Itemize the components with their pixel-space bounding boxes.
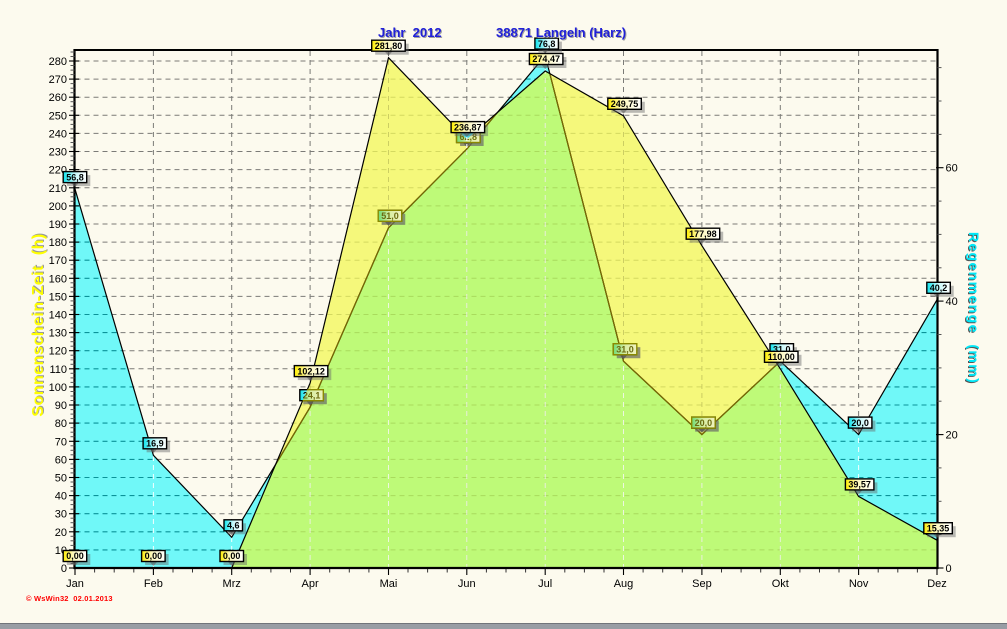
- svg-text:60: 60: [55, 454, 67, 466]
- svg-text:60: 60: [946, 163, 958, 175]
- svg-text:Nov: Nov: [849, 578, 869, 590]
- svg-text:180: 180: [49, 237, 67, 249]
- svg-text:Aug: Aug: [614, 578, 634, 590]
- svg-text:0,00: 0,00: [223, 551, 241, 561]
- svg-text:Mai: Mai: [380, 578, 398, 590]
- svg-text:56,8: 56,8: [66, 172, 84, 182]
- svg-text:220: 220: [49, 165, 67, 177]
- svg-text:240: 240: [49, 128, 67, 140]
- svg-text:20: 20: [55, 527, 67, 539]
- svg-text:40: 40: [55, 491, 67, 503]
- svg-text:50: 50: [55, 473, 67, 485]
- svg-text:Mrz: Mrz: [223, 578, 241, 590]
- svg-text:281,80: 281,80: [375, 41, 403, 51]
- svg-text:Feb: Feb: [144, 578, 163, 590]
- svg-text:40,2: 40,2: [930, 283, 948, 293]
- svg-text:250: 250: [49, 110, 67, 122]
- svg-text:177,98: 177,98: [689, 229, 717, 239]
- svg-text:Jul: Jul: [538, 578, 552, 590]
- svg-text:102,12: 102,12: [297, 366, 325, 376]
- svg-text:210: 210: [49, 183, 67, 195]
- svg-text:Sep: Sep: [692, 578, 712, 590]
- svg-text:150: 150: [49, 291, 67, 303]
- svg-text:Apr: Apr: [302, 578, 319, 590]
- svg-text:76,8: 76,8: [538, 39, 556, 49]
- svg-text:249,75: 249,75: [611, 99, 639, 109]
- svg-text:40: 40: [946, 296, 958, 308]
- svg-text:24,1: 24,1: [303, 390, 321, 400]
- svg-text:280: 280: [49, 56, 67, 68]
- svg-text:0: 0: [61, 563, 67, 575]
- svg-text:200: 200: [49, 201, 67, 213]
- svg-text:31,0: 31,0: [616, 344, 634, 354]
- svg-text:170: 170: [49, 255, 67, 267]
- svg-text:230: 230: [49, 147, 67, 159]
- svg-text:20,0: 20,0: [851, 418, 869, 428]
- svg-text:236,87: 236,87: [454, 122, 482, 132]
- svg-text:Jun: Jun: [458, 578, 476, 590]
- svg-text:90: 90: [55, 400, 67, 412]
- svg-text:0: 0: [946, 563, 952, 575]
- svg-text:260: 260: [49, 92, 67, 104]
- svg-text:51,0: 51,0: [381, 211, 399, 221]
- svg-text:Okt: Okt: [772, 578, 789, 590]
- svg-text:160: 160: [49, 273, 67, 285]
- svg-text:100: 100: [49, 382, 67, 394]
- svg-text:110: 110: [49, 364, 67, 376]
- svg-text:140: 140: [49, 310, 67, 322]
- svg-text:Jan: Jan: [66, 578, 84, 590]
- svg-text:30: 30: [55, 509, 67, 521]
- svg-text:0,00: 0,00: [145, 551, 163, 561]
- svg-text:120: 120: [49, 346, 67, 358]
- svg-text:70: 70: [55, 436, 67, 448]
- svg-text:31,0: 31,0: [773, 344, 791, 354]
- svg-text:130: 130: [49, 328, 67, 340]
- svg-text:274,47: 274,47: [532, 54, 560, 64]
- svg-text:20: 20: [946, 430, 958, 442]
- svg-text:270: 270: [49, 74, 67, 86]
- svg-text:80: 80: [55, 418, 67, 430]
- svg-text:190: 190: [49, 219, 67, 231]
- svg-text:110,00: 110,00: [768, 352, 795, 362]
- svg-text:Dez: Dez: [927, 578, 947, 590]
- svg-text:20,0: 20,0: [695, 418, 713, 428]
- svg-text:16,9: 16,9: [146, 439, 164, 449]
- svg-text:39,57: 39,57: [848, 480, 871, 490]
- svg-text:0,00: 0,00: [66, 551, 84, 561]
- svg-text:4,6: 4,6: [227, 521, 240, 531]
- svg-text:15,35: 15,35: [927, 523, 950, 533]
